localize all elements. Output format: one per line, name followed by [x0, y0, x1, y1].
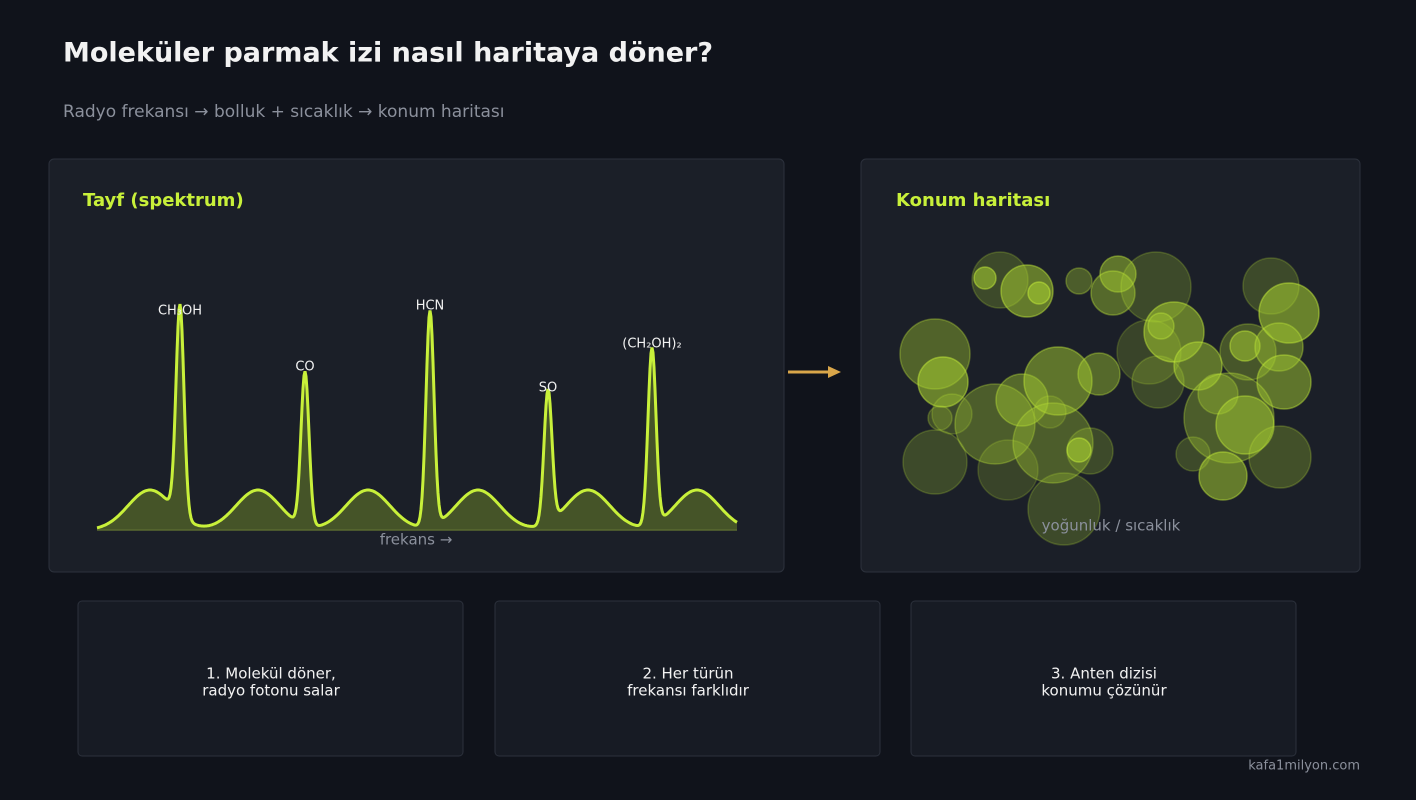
bubble: [1023, 346, 1093, 416]
subtitle: Radyo frekansı → bolluk + sıcaklık → kon…: [63, 102, 505, 122]
title: Moleküler parmak izi nasıl haritaya döne…: [63, 38, 713, 69]
bubble: [1198, 451, 1248, 501]
bubble: [1012, 402, 1094, 484]
bubble: [1065, 267, 1093, 295]
arrow-head: [828, 366, 841, 378]
bubble: [1256, 354, 1312, 410]
bubble: [1027, 281, 1051, 305]
peak-label: HCN: [416, 299, 445, 314]
bubble: [1258, 282, 1320, 344]
step-line: radyo fotonu salar: [202, 682, 340, 700]
bubble: [1000, 264, 1054, 318]
bubble: [1033, 395, 1067, 429]
spectrum-title: Tayf (spektrum): [83, 190, 244, 211]
peak-label: CO: [295, 360, 314, 375]
map-caption: yoğunluk / sıcaklık: [1042, 517, 1181, 535]
spectrum-area: [97, 304, 737, 530]
bubble: [1229, 330, 1261, 362]
bubble: [973, 266, 997, 290]
x-label: frekans →: [380, 531, 453, 549]
bubble: [1173, 341, 1223, 391]
bubbles: [899, 251, 1320, 546]
bubble: [954, 383, 1036, 465]
bubble: [1077, 352, 1121, 396]
bubble: [1197, 373, 1239, 415]
bubble: [1027, 472, 1101, 546]
bubble: [1090, 270, 1136, 316]
peak-label: CH₃OH: [158, 304, 202, 319]
bubble: [1143, 301, 1205, 363]
bubble: [995, 373, 1049, 427]
step-box: [494, 600, 881, 757]
step-box: [77, 600, 464, 757]
bubble: [1066, 437, 1092, 463]
bubble: [1147, 312, 1175, 340]
steps: 1. Molekül döner,radyo fotonu salar 2. He…: [77, 600, 1297, 757]
spectrum: CH₃OH CO HCN SO (CH₂OH)₂: [96, 299, 738, 531]
spectrum-panel: [48, 158, 785, 573]
bubble: [902, 429, 968, 495]
step-line: 3. Anten dizisi: [1051, 665, 1157, 683]
bubble: [977, 439, 1039, 501]
step-line: 1. Molekül döner,: [206, 665, 336, 683]
bubble: [1254, 322, 1304, 372]
peak-label: SO: [539, 381, 557, 396]
spectrum-line: [96, 303, 738, 530]
footer: kafa1milyon.com: [1248, 759, 1360, 774]
map-title: Konum haritası: [896, 190, 1050, 211]
bubble: [1099, 255, 1137, 293]
peak-label: (CH₂OH)₂: [622, 337, 681, 352]
bubble: [931, 393, 973, 435]
bubble: [917, 356, 969, 408]
step-line: frekansı farklıdır: [627, 682, 750, 700]
step-box: [910, 600, 1297, 757]
bubble: [1215, 395, 1275, 455]
bubble: [927, 405, 953, 431]
bubble: [1248, 425, 1312, 489]
bubble: [1175, 436, 1211, 472]
step-line: 2. Her türün: [642, 665, 733, 683]
step-line: konumu çözünür: [1041, 682, 1167, 700]
